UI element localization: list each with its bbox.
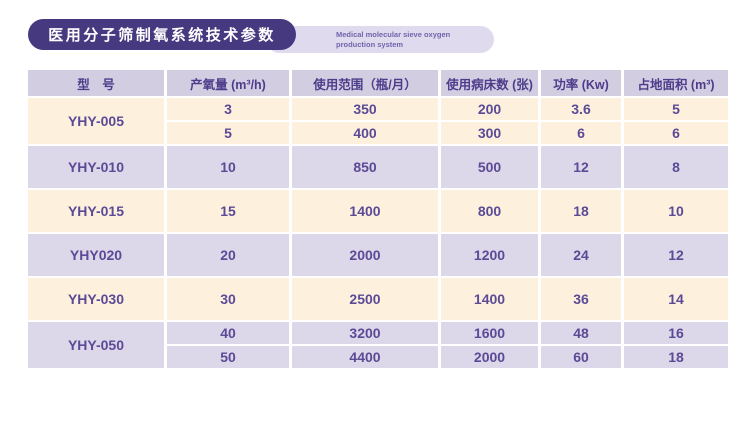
value-cell: 60 [541, 346, 621, 368]
col-header-floor-area: 占地面积 (m³) [624, 70, 728, 96]
value-cell: 1600 [441, 322, 538, 344]
table-row: 5 400 300 6 6 [28, 122, 728, 144]
value-cell: 30 [167, 278, 289, 320]
table-row: YHY-050 40 3200 1600 48 16 [28, 322, 728, 368]
value-cell: 50 [167, 346, 289, 368]
value-cell: 6 [624, 122, 728, 144]
value-cell: 15 [167, 190, 289, 232]
value-cell: 6 [541, 122, 621, 144]
value-cell: 2000 [441, 346, 538, 368]
value-cell: 12 [624, 234, 728, 276]
value-cell: 10 [167, 146, 289, 188]
model-cell: YHY-010 [28, 146, 164, 188]
subtitle-pill: Medical molecular sieve oxygen productio… [266, 26, 494, 53]
model-cell: YHY-050 [28, 322, 164, 368]
model-cell: YHY-005 [28, 98, 164, 144]
value-cell: 14 [624, 278, 728, 320]
subtitle-english: Medical molecular sieve oxygen productio… [336, 30, 451, 49]
table-header-row: 型 号 产氧量 (m³/h) 使用范围（瓶/月） 使用病床数 (张) 功率 (K… [28, 70, 728, 96]
value-cell: 800 [441, 190, 538, 232]
value-cell: 3.6 [541, 98, 621, 120]
value-cell: 300 [441, 122, 538, 144]
value-cell: 1400 [292, 190, 438, 232]
value-cell: 1400 [441, 278, 538, 320]
value-cell: 350 [292, 98, 438, 120]
table-row: YHY020 20 2000 1200 24 12 [28, 234, 728, 276]
value-cell: 18 [624, 346, 728, 368]
value-cell: 200 [441, 98, 538, 120]
value-cell: 2500 [292, 278, 438, 320]
value-cell: 1200 [441, 234, 538, 276]
value-cell: 20 [167, 234, 289, 276]
col-header-beds: 使用病床数 (张) [441, 70, 538, 96]
title-banner: Medical molecular sieve oxygen productio… [28, 19, 494, 53]
value-cell: 40 [167, 322, 289, 344]
col-header-usage-range: 使用范围（瓶/月） [292, 70, 438, 96]
specs-table: 型 号 产氧量 (m³/h) 使用范围（瓶/月） 使用病床数 (张) 功率 (K… [25, 68, 731, 370]
value-cell: 5 [167, 122, 289, 144]
page-title: 医用分子筛制氧系统技术参数 [28, 19, 296, 50]
value-cell: 16 [624, 322, 728, 344]
model-cell: YHY-030 [28, 278, 164, 320]
model-cell: YHY020 [28, 234, 164, 276]
value-cell: 48 [541, 322, 621, 344]
value-cell: 400 [292, 122, 438, 144]
table-row: YHY-005 3 350 200 3.6 5 [28, 98, 728, 144]
table-row: YHY-030 30 2500 1400 36 14 [28, 278, 728, 320]
col-header-model: 型 号 [28, 70, 164, 96]
table-row: YHY-010 10 850 500 12 8 [28, 146, 728, 188]
value-cell: 2000 [292, 234, 438, 276]
model-cell: YHY-015 [28, 190, 164, 232]
value-cell: 4400 [292, 346, 438, 368]
value-cell: 5 [624, 98, 728, 120]
value-cell: 8 [624, 146, 728, 188]
value-cell: 850 [292, 146, 438, 188]
value-cell: 18 [541, 190, 621, 232]
value-cell: 10 [624, 190, 728, 232]
table-row: YHY-015 15 1400 800 18 10 [28, 190, 728, 232]
value-cell: 3200 [292, 322, 438, 344]
table-row: 50 4400 2000 60 18 [28, 346, 728, 368]
value-cell: 24 [541, 234, 621, 276]
col-header-oxygen-output: 产氧量 (m³/h) [167, 70, 289, 96]
value-cell: 500 [441, 146, 538, 188]
value-cell: 12 [541, 146, 621, 188]
value-cell: 36 [541, 278, 621, 320]
value-cell: 3 [167, 98, 289, 120]
col-header-power: 功率 (Kw) [541, 70, 621, 96]
